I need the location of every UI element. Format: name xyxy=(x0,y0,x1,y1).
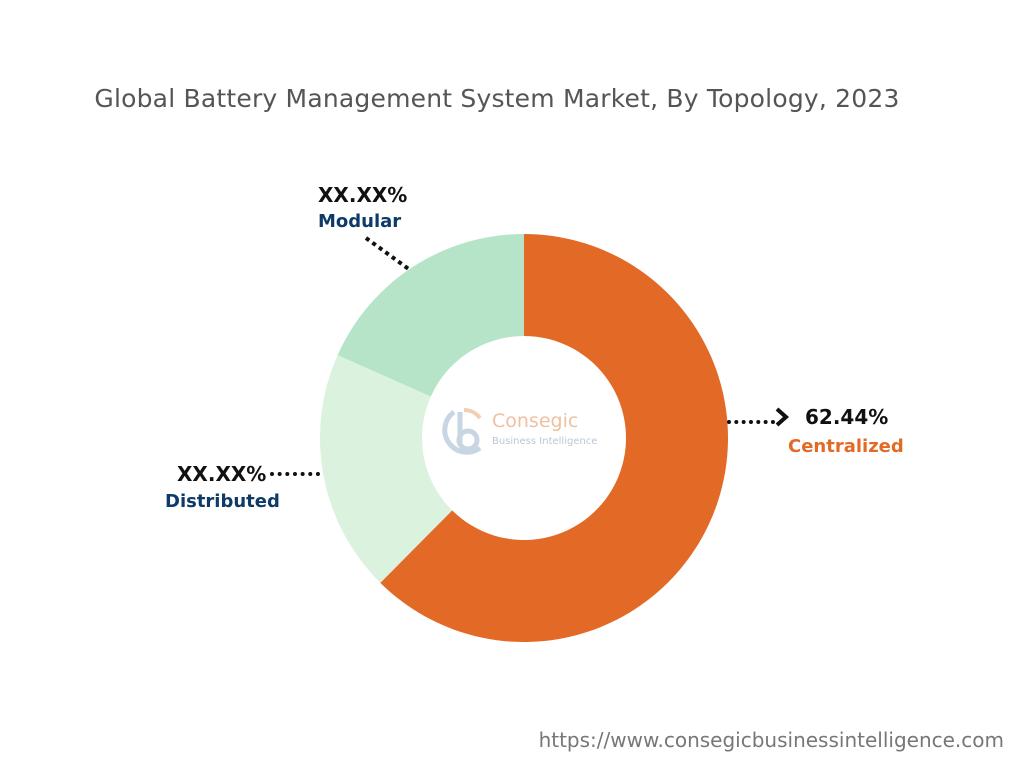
leader-line-distributed xyxy=(270,472,320,476)
label-value-centralized: 62.44% xyxy=(805,405,889,429)
label-category-distributed: Distributed xyxy=(165,491,280,512)
watermark-logo: Consegic Business Intelligence xyxy=(440,404,610,464)
label-value-modular: XX.XX% xyxy=(318,183,408,207)
label-category-modular: Modular xyxy=(318,211,402,232)
leader-line-centralized xyxy=(727,420,775,424)
label-category-centralized: Centralized xyxy=(788,436,904,457)
label-value-distributed: XX.XX% xyxy=(177,462,267,486)
slice-centralized xyxy=(380,234,728,642)
watermark-title: Consegic xyxy=(492,410,579,432)
slice-distributed xyxy=(319,355,453,583)
leader-line-modular xyxy=(364,236,412,272)
logo-icon xyxy=(442,408,482,455)
watermark-subtitle: Business Intelligence xyxy=(492,436,598,447)
footer-url: https://www.consegicbusinessintelligence… xyxy=(538,728,1004,752)
arrow-head-icon xyxy=(775,407,790,427)
slice-modular xyxy=(337,234,524,397)
chart-title: Global Battery Management System Market,… xyxy=(94,84,900,113)
